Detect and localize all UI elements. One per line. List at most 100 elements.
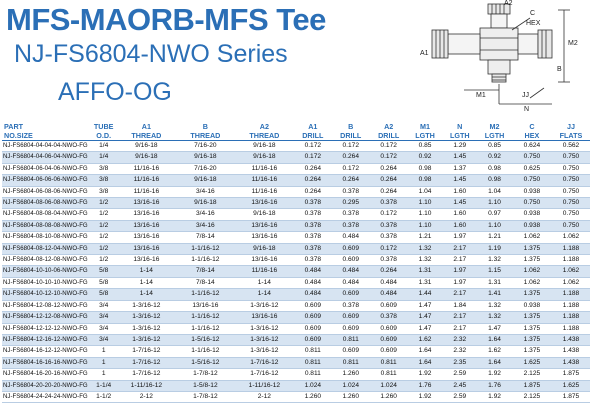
table-cell: 1.260 xyxy=(293,391,332,404)
table-cell: 1-1/16-12 xyxy=(175,243,235,256)
table-cell: 0.938 xyxy=(511,220,552,233)
part-number-cell: NJ-FS6804-12-12-12-NWO-FG xyxy=(2,323,91,335)
column-header-line2: O.D. xyxy=(96,131,112,140)
table-cell: 1.92 xyxy=(477,368,512,381)
table-cell: 1-11/16-12 xyxy=(116,380,176,392)
table-row: NJ-FS6804-08-12-08-NWO-FG 1/2 13/16-16 1-1/… xyxy=(2,254,590,267)
table-cell: 1.188 xyxy=(551,311,590,324)
table-cell: 1-3/16-12 xyxy=(234,300,294,313)
table-cell: 2.17 xyxy=(442,311,478,324)
table-cell: 3/4-16 xyxy=(175,186,235,199)
label-b: B xyxy=(557,66,562,73)
table-cell: 1.84 xyxy=(442,300,478,313)
table-cell: 1.10 xyxy=(407,208,443,221)
tee-fitting-diagram: A2 C HEX M2 A1 B JJ N M1 xyxy=(412,0,592,116)
table-row: NJ-FS6804-06-08-06-NWO-FG 3/8 11/16-16 3/4-… xyxy=(2,186,590,199)
title-subtitle: AFFO-OG xyxy=(58,78,172,106)
table-cell: 1.31 xyxy=(477,277,512,290)
table-cell: 1-3/16-12 xyxy=(116,300,176,313)
table-row: NJ-FS6804-08-10-08-NWO-FG 1/2 13/16-16 7/8-… xyxy=(2,231,590,244)
table-cell: 1.64 xyxy=(407,345,443,358)
table-cell: 1.31 xyxy=(407,265,443,278)
table-row: NJ-FS6804-16-12-12-NWO-FG 1 1-7/16-12 1-1/1… xyxy=(2,345,590,358)
column-header-line2: THREAD xyxy=(249,131,280,140)
table-row: NJ-FS6804-10-12-10-NWO-FG 5/8 1-14 1-1/16-1… xyxy=(2,288,590,301)
table-row: NJ-FS6804-06-04-06-NWO-FG 3/8 11/16-16 7/16… xyxy=(2,163,590,176)
table-cell: 0.484 xyxy=(331,265,370,278)
table-cell: 1.438 xyxy=(551,357,590,370)
table-cell: 13/16-16 xyxy=(116,254,176,267)
table-cell: 2.17 xyxy=(442,254,478,267)
table-cell: 1-3/16-12 xyxy=(234,334,294,347)
table-cell: 1.188 xyxy=(551,323,590,335)
table-cell: 1/2 xyxy=(90,243,117,256)
column-header-line1: B xyxy=(202,122,208,131)
table-cell: 1.024 xyxy=(331,380,370,392)
part-number-cell: NJ-FS6804-16-16-16-NWO-FG xyxy=(2,357,91,370)
table-cell: 1-3/16-12 xyxy=(116,334,176,347)
table-cell: 0.172 xyxy=(331,163,370,176)
table-cell: 0.609 xyxy=(331,345,370,358)
table-cell: 1.32 xyxy=(477,300,512,313)
column-header-line2: LGTH xyxy=(484,131,505,140)
table-cell: 0.609 xyxy=(293,311,332,324)
table-cell: 0.378 xyxy=(331,186,370,199)
table-cell: 0.378 xyxy=(331,300,370,313)
table-cell: 3/4 xyxy=(90,300,117,313)
column-header-line2: THREAD xyxy=(190,131,221,140)
table-cell: 1.41 xyxy=(477,288,512,301)
table-cell: 2.17 xyxy=(442,243,478,256)
table-cell: 1.10 xyxy=(477,220,512,233)
table-cell: 1/2 xyxy=(90,197,117,210)
part-number-cell: NJ-FS6804-16-20-16-NWO-FG xyxy=(2,368,91,381)
table-cell: 1.260 xyxy=(331,368,370,381)
table-cell: 1.188 xyxy=(551,300,590,313)
table-cell: 1-7/16-12 xyxy=(116,368,176,381)
table-cell: 1.76 xyxy=(477,380,512,392)
column-header-line1: C xyxy=(529,122,535,131)
part-number-cell: NJ-FS6804-10-10-06-NWO-FG xyxy=(2,265,91,278)
part-number-cell: NJ-FS6804-10-10-10-NWO-FG xyxy=(2,277,91,290)
table-cell: 0.98 xyxy=(477,174,512,187)
table-cell: 0.264 xyxy=(293,163,332,176)
dimensions-table: PART NO.SIZE TUBE O.D. A1 THREAD B THREAD A2 THRE… xyxy=(2,118,590,404)
table-cell: 1/2 xyxy=(90,231,117,244)
table-cell: 1-1/16-12 xyxy=(175,254,235,267)
table-cell: 1.10 xyxy=(477,197,512,210)
table-row: NJ-FS6804-12-08-12-NWO-FG 3/4 1-3/16-12 13/… xyxy=(2,300,590,313)
table-cell: 7/8-14 xyxy=(175,231,235,244)
table-cell: 2.17 xyxy=(442,323,478,335)
table-cell: 9/16-18 xyxy=(234,243,294,256)
table-cell: 0.172 xyxy=(331,140,370,153)
column-header-line2: NO.SIZE xyxy=(4,131,33,140)
table-cell: 0.938 xyxy=(511,300,552,313)
table-row: NJ-FS6804-08-12-04-NWO-FG 1/2 13/16-16 1-1/… xyxy=(2,243,590,256)
table-row: NJ-FS6804-08-08-04-NWO-FG 1/2 13/16-16 3/4-… xyxy=(2,208,590,221)
table-cell: 1.188 xyxy=(551,288,590,301)
table-cell: 1-14 xyxy=(116,277,176,290)
table-cell: 1.64 xyxy=(407,357,443,370)
table-cell: 1.47 xyxy=(407,323,443,335)
table-cell: 0.750 xyxy=(551,208,590,221)
table-cell: 0.609 xyxy=(331,288,370,301)
column-header: M2 LGTH xyxy=(477,118,512,141)
table-cell: 1/2 xyxy=(90,254,117,267)
table-cell: 0.378 xyxy=(331,220,370,233)
table-cell: 1.375 xyxy=(511,334,552,347)
table-cell: 1.375 xyxy=(511,323,552,335)
table-cell: 0.609 xyxy=(331,323,370,335)
table-cell: 1-5/8-12 xyxy=(175,380,235,392)
column-header-line1: A2 xyxy=(384,122,394,131)
table-cell: 11/16-16 xyxy=(234,186,294,199)
table-cell: 0.811 xyxy=(293,357,332,370)
table-cell: 1-1/16-12 xyxy=(175,288,235,301)
table-cell: 13/16-16 xyxy=(116,243,176,256)
table-row: NJ-FS6804-20-20-20-NWO-FG 1-1/4 1-11/16-12… xyxy=(2,380,590,392)
table-cell: 0.264 xyxy=(331,174,370,187)
table-cell: 3/4-16 xyxy=(175,208,235,221)
table-cell: 1.97 xyxy=(442,265,478,278)
table-cell: 3/4 xyxy=(90,311,117,324)
part-number-cell: NJ-FS6804-06-04-06-NWO-FG xyxy=(2,163,91,176)
column-header-line1: B xyxy=(348,122,354,131)
table-cell: 1.47 xyxy=(477,323,512,335)
